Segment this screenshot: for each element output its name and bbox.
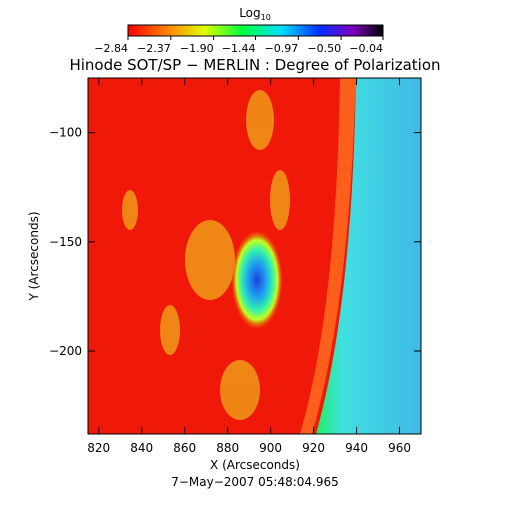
colorbar-tick-label: −0.97: [265, 42, 299, 55]
x-tick-label: 880: [216, 441, 239, 455]
x-tick-label: 940: [345, 441, 368, 455]
x-tick-label: 840: [130, 441, 153, 455]
x-tick-label: 860: [173, 441, 196, 455]
colorbar: [127, 24, 384, 37]
x-axis-label: X (Arcseconds): [210, 458, 300, 472]
image: [88, 78, 421, 434]
date-label: 7−May−2007 05:48:04.965: [171, 475, 339, 489]
x-tick-label: 820: [87, 441, 110, 455]
colorbar-tick-label: −1.90: [180, 42, 214, 55]
colorbar-label-sub: 10: [261, 13, 271, 22]
chart-title: Hinode SOT/SP − MERLIN : Degree of Polar…: [69, 56, 440, 74]
colorbar-tick-label: −2.84: [94, 42, 128, 55]
x-tick-label: 900: [259, 441, 282, 455]
y-tick-label: −100: [49, 126, 82, 140]
colorbar-tick-label: −0.50: [307, 42, 341, 55]
colorbar-label: Log10: [239, 6, 271, 22]
colorbar-tick-label: −1.44: [222, 42, 256, 55]
y-tick-label: −200: [49, 344, 82, 358]
y-axis-label: Y (Arcseconds): [27, 211, 41, 301]
x-tick-label: 920: [302, 441, 325, 455]
x-tick-label: 960: [388, 441, 411, 455]
colorbar-tick-label: −0.04: [349, 42, 383, 55]
colorbar-label-text: Log: [239, 6, 260, 20]
y-tick-label: −150: [49, 235, 82, 249]
plot-frame: [87, 77, 422, 435]
colorbar-tick-label: −2.37: [137, 42, 171, 55]
